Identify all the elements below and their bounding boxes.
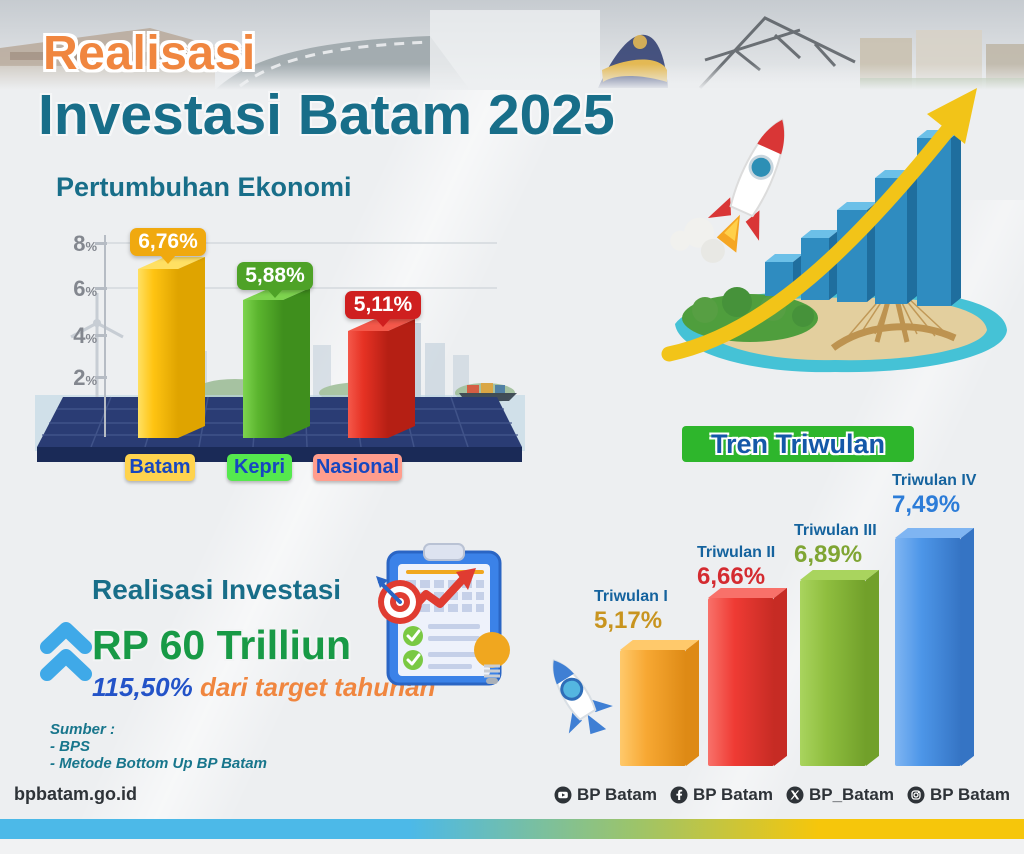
investment-heading: Realisasi Investasi (92, 574, 342, 605)
quarterly-chart-title-badge: Tren Triwulan (682, 426, 914, 462)
quarterly-bar-chart: Tren Triwulan Triwulan I 5,17% (530, 420, 1024, 780)
lightbulb-icon (474, 632, 510, 684)
quarter-label-1: Triwulan I 5,17% (594, 588, 668, 634)
value-label: 5,88% (245, 264, 305, 287)
footer-bottom-band (0, 839, 1024, 854)
source-note: Sumber : - BPS - Metode Bottom Up BP Bat… (50, 722, 267, 773)
target-icon (376, 576, 422, 624)
website-link[interactable]: bpbatam.go.id (14, 784, 137, 804)
value-label: 5,11% (353, 293, 413, 316)
value-callout-nasional: 5,11% (345, 291, 421, 327)
x-icon (786, 786, 804, 804)
growth-illustration (661, 88, 1007, 373)
social-x[interactable]: BP_Batam (786, 785, 894, 805)
skyline-backdrop (155, 323, 515, 404)
y-tick (95, 287, 107, 290)
social-label: BP Batam (576, 785, 657, 804)
y-tick-label: 8% (73, 231, 97, 256)
source-item: - Metode Bottom Up BP Batam (50, 755, 267, 772)
social-links: BP Batam BP Batam BP_Batam BP Batam (554, 785, 1010, 805)
economy-chart-title: Pertumbuhan Ekonomi (56, 172, 352, 202)
y-tick-label: 2% (73, 365, 97, 390)
growth-arrow-icon (661, 88, 977, 362)
page-title-line2: Investasi Batam 2025 (38, 83, 615, 147)
y-tick-label: 6% (73, 276, 97, 301)
double-chevron-up-icon (40, 622, 92, 681)
clipboard-illustration (376, 543, 510, 686)
y-tick (95, 334, 107, 337)
rocket-icon (670, 118, 785, 263)
quarter-label-3: Triwulan III 6,89% (794, 522, 877, 568)
source-heading: Sumber : (50, 721, 116, 738)
quarter-label-2: Triwulan II 6,66% (697, 544, 776, 590)
social-label: BP Batam (692, 785, 773, 804)
y-tick (95, 376, 107, 379)
social-facebook[interactable]: BP Batam (670, 785, 773, 805)
social-label: BP Batam (930, 785, 1010, 804)
social-youtube[interactable]: BP Batam (554, 785, 657, 805)
facebook-icon (670, 786, 688, 804)
category-badge-nasional: Nasional (313, 454, 402, 481)
target-percent: 115,50% (92, 672, 193, 702)
rocket-small-icon (552, 659, 613, 735)
category-badge-batam: Batam (125, 454, 195, 481)
page-title-line1: Realisasi (43, 27, 256, 80)
header-photo-collage (0, 0, 1024, 90)
quarter-label-4: Triwulan IV 7,49% (892, 472, 977, 518)
value-callout-kepri: 5,88% (237, 262, 313, 298)
investment-amount: RP 60 Trilliun (92, 622, 351, 668)
y-tick-label: 4% (73, 323, 97, 348)
economy-bar-chart: 8% 6% 4% 2% 6,76% 5,88% 5,11% Batam Kepr… (35, 225, 525, 495)
source-item: - BPS (50, 738, 91, 755)
value-callout-batam: 6,76% (130, 228, 206, 264)
growth-bars (765, 130, 961, 306)
value-label: 6,76% (138, 230, 198, 253)
instagram-icon (907, 786, 925, 804)
social-label: BP_Batam (808, 785, 894, 804)
footer-gradient-stripe (0, 819, 1024, 839)
social-instagram[interactable]: BP Batam (907, 785, 1010, 805)
y-tick (95, 242, 107, 245)
category-badge-kepri: Kepri (227, 454, 292, 481)
youtube-icon (554, 786, 572, 804)
checkmark-icon (403, 626, 423, 670)
